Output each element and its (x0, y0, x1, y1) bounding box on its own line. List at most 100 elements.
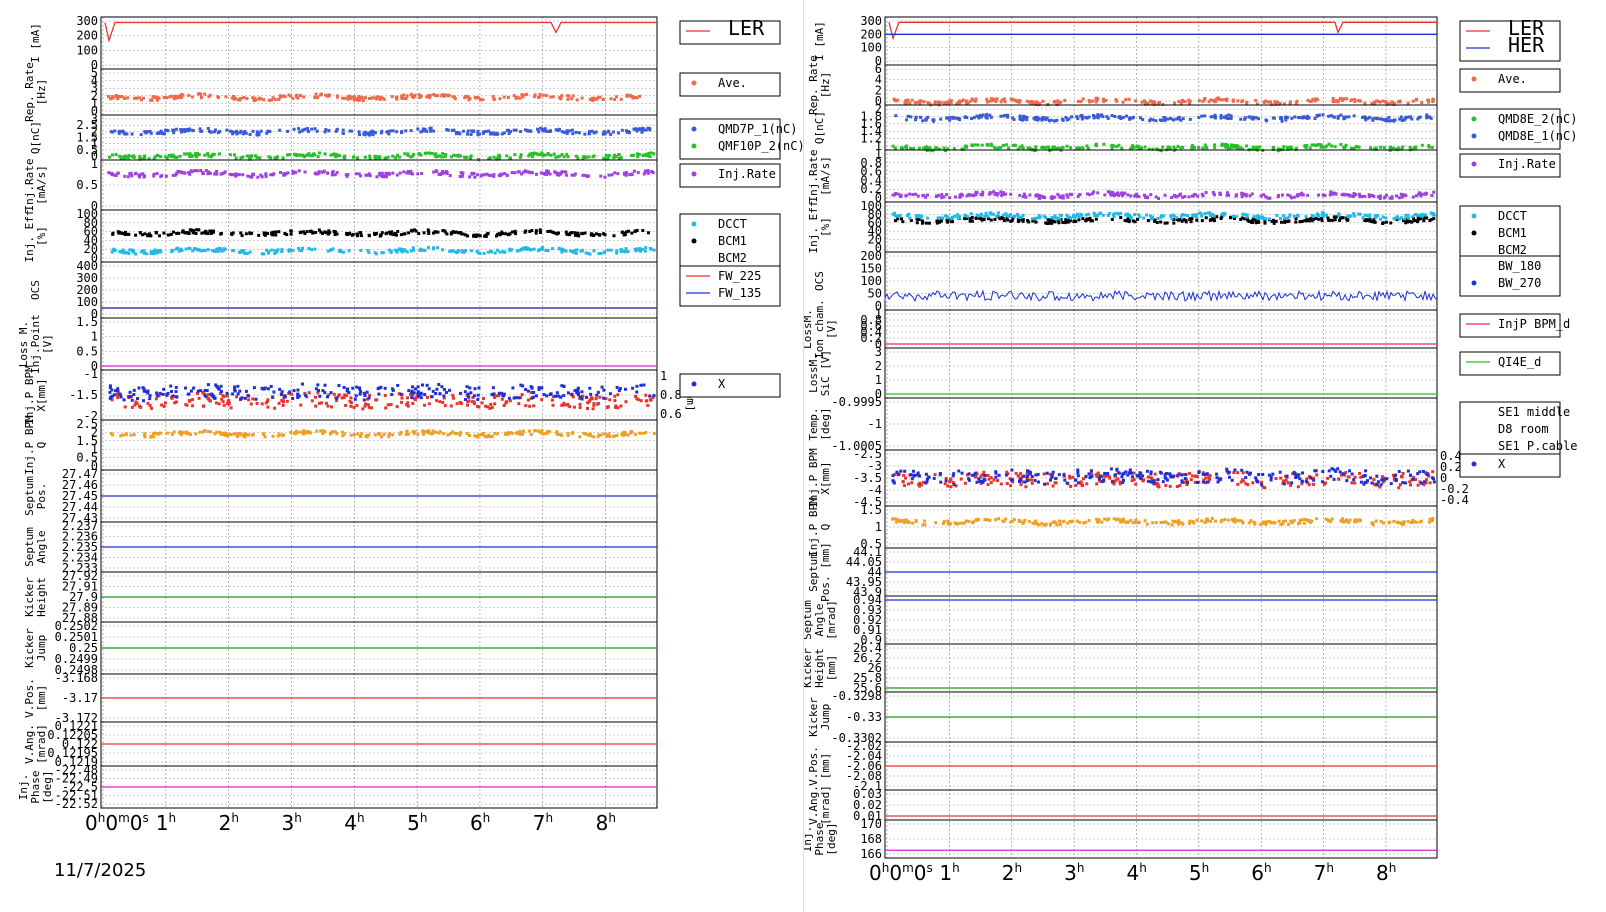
data-point (291, 248, 295, 252)
data-point (519, 130, 523, 134)
data-point (298, 231, 302, 235)
data-point (247, 398, 251, 402)
data-point (1215, 476, 1219, 480)
data-point (524, 246, 528, 250)
data-point (1381, 215, 1385, 219)
data-point (613, 153, 617, 157)
y-tick-label: 2.237 (62, 519, 98, 533)
data-point (1283, 216, 1287, 220)
y-axis-label: Phase (29, 770, 42, 803)
y-tick-label: 1.6 (860, 117, 882, 131)
data-point (623, 233, 627, 237)
data-point (532, 404, 536, 408)
data-point (1236, 471, 1240, 475)
data-point (243, 432, 247, 436)
data-point (573, 389, 577, 393)
data-point (175, 247, 179, 251)
data-point (281, 433, 285, 437)
data-point (519, 153, 523, 157)
data-point (1372, 100, 1376, 104)
data-point (1172, 194, 1176, 198)
data-point (1155, 147, 1159, 151)
data-point (1131, 521, 1135, 525)
data-point (1336, 116, 1340, 120)
legend-label: DCCT (718, 217, 747, 231)
data-point (1427, 100, 1431, 104)
data-point (432, 129, 436, 133)
data-point (514, 96, 518, 100)
data-point (323, 383, 327, 387)
data-point (163, 401, 167, 405)
data-point (600, 385, 604, 389)
data-point (130, 405, 134, 409)
data-point (986, 483, 990, 487)
data-point (1067, 218, 1071, 222)
data-point (946, 216, 950, 220)
y-tick-label: 27.45 (62, 489, 98, 503)
data-point (1388, 145, 1392, 149)
data-point (1219, 113, 1223, 117)
data-point (1060, 196, 1064, 200)
data-point (1428, 481, 1432, 485)
data-point (1045, 471, 1049, 475)
data-point (1387, 116, 1391, 120)
data-point (207, 95, 211, 99)
data-point (1150, 477, 1154, 481)
data-point (997, 473, 1001, 477)
data-point (1373, 214, 1377, 218)
data-point (506, 95, 510, 99)
data-point (1066, 195, 1070, 199)
data-point (435, 399, 439, 403)
data-point (207, 154, 211, 158)
data-point (924, 481, 928, 485)
data-point (549, 129, 553, 133)
data-point (363, 404, 367, 408)
data-point (258, 156, 262, 160)
data-point (580, 232, 584, 236)
data-point (1431, 98, 1435, 102)
data-point (327, 393, 331, 397)
data-point (592, 435, 596, 439)
data-point (310, 127, 314, 131)
data-point (898, 194, 902, 198)
data-point (1301, 193, 1305, 197)
data-point (1043, 482, 1047, 486)
data-point (230, 173, 234, 177)
data-point (1025, 478, 1029, 482)
data-point (343, 393, 347, 397)
x-tick-label: 6h (470, 811, 490, 835)
data-point (960, 471, 964, 475)
data-point (1179, 192, 1183, 196)
data-point (380, 231, 384, 235)
data-point (296, 388, 300, 392)
data-point (232, 94, 236, 98)
data-point (1126, 193, 1130, 197)
data-point (227, 432, 231, 436)
y-tick-label: 0.2498 (55, 663, 98, 677)
data-point (442, 387, 446, 391)
data-point (1102, 478, 1106, 482)
data-point (1128, 117, 1132, 121)
data-point (1425, 116, 1429, 120)
data-point (642, 128, 646, 132)
data-point (1187, 195, 1191, 199)
data-point (467, 433, 471, 437)
data-point (1372, 218, 1376, 222)
data-point (939, 117, 943, 121)
data-point (564, 249, 568, 253)
data-point (490, 406, 494, 410)
data-point (171, 128, 175, 132)
legend-label: SE1 P.cable (1498, 439, 1577, 453)
data-point (406, 401, 410, 405)
data-point (1320, 211, 1324, 215)
data-point (1367, 195, 1371, 199)
data-point (996, 146, 1000, 150)
data-point (637, 128, 641, 132)
data-point (425, 129, 429, 133)
data-point (1286, 216, 1290, 220)
data-point (495, 234, 499, 238)
data-point (238, 431, 242, 435)
legend-label: FW_135 (718, 286, 761, 300)
data-point (502, 392, 506, 396)
data-point (203, 92, 207, 96)
